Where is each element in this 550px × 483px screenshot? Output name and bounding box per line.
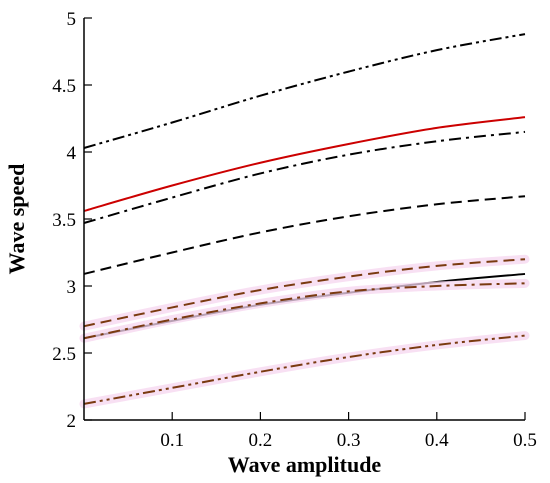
ticks-layer: 2 2.5 3 3.5 4 4.5 5 0.1 0.2 0.3 0.4 0.5	[52, 9, 537, 451]
y-tick-label: 2.5	[52, 344, 76, 365]
series-5-line	[83, 258, 526, 328]
series-layer	[79, 33, 530, 409]
x-tick-label: 0.5	[513, 430, 537, 451]
series-2-line	[83, 116, 526, 212]
y-tick-label: 2	[67, 411, 77, 432]
x-tick-label: 0.2	[249, 430, 273, 451]
y-tick-label: 3.5	[52, 210, 76, 231]
x-tick-label: 0.3	[337, 430, 361, 451]
x-tick-label: 0.1	[160, 430, 184, 451]
y-tick-label: 4	[67, 143, 77, 164]
series-8-halo	[79, 331, 530, 409]
y-tick-label: 4.5	[52, 76, 76, 97]
series-1-line	[83, 33, 526, 149]
x-axis-title: Wave amplitude	[228, 452, 382, 477]
x-tick-label: 0.4	[425, 430, 449, 451]
y-tick-label: 5	[67, 9, 77, 30]
series-4-line	[83, 195, 526, 275]
series-8-line	[83, 334, 526, 405]
y-tick-label: 3	[67, 277, 77, 298]
y-axis-title: Wave speed	[4, 164, 29, 275]
series-7-line	[83, 282, 526, 340]
series-3-line	[83, 130, 526, 224]
